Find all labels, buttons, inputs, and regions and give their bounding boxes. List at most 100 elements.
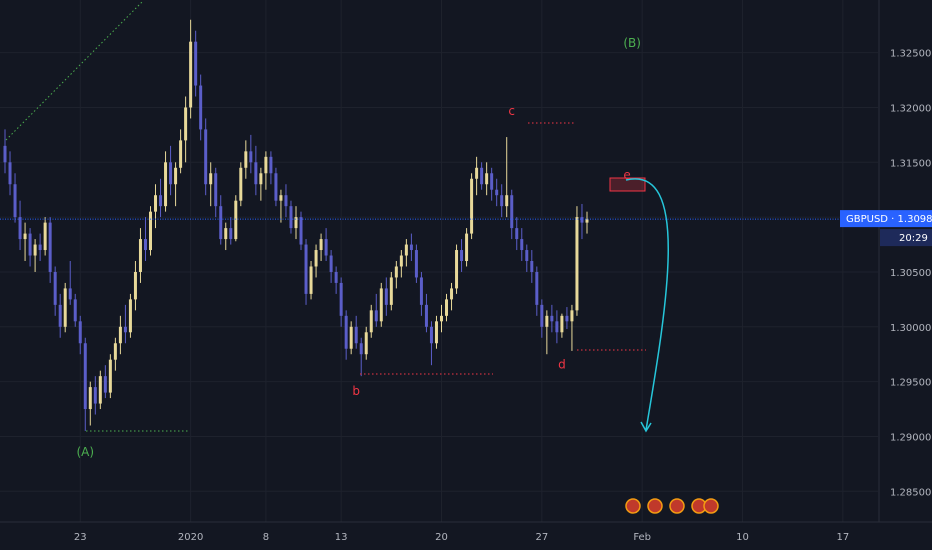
wave-label: (B) <box>623 36 641 50</box>
candle-body <box>138 239 142 272</box>
price-axis[interactable]: 1.325001.320001.315001.310001.305001.300… <box>890 49 931 499</box>
candle-body <box>409 244 413 251</box>
candle-body <box>525 250 529 261</box>
candle-body <box>143 239 147 251</box>
candle-body <box>319 239 323 251</box>
candle-body <box>98 376 102 404</box>
candle-body <box>219 206 223 240</box>
candle-body <box>68 288 72 300</box>
candle-body <box>234 200 238 240</box>
price-tick-label: 1.29500 <box>890 378 931 389</box>
candle-body <box>570 310 574 322</box>
candle-body <box>480 167 484 185</box>
candle-body <box>294 217 298 229</box>
last-price-tag-bg <box>840 210 932 228</box>
candle-body <box>169 162 173 185</box>
candle-body <box>204 129 208 185</box>
candle-body <box>450 288 454 300</box>
candle-body <box>103 376 107 393</box>
candle-body <box>133 271 137 300</box>
candle-body <box>465 233 469 261</box>
candlestick-series <box>3 19 589 431</box>
wave-label: (A) <box>76 445 94 459</box>
chart-grid <box>0 0 878 522</box>
event-flag-icon[interactable] <box>703 498 719 514</box>
candle-body <box>490 173 494 190</box>
candle-body <box>284 195 288 207</box>
candle-body <box>3 145 7 163</box>
candle-body <box>540 304 544 327</box>
event-flag-icon[interactable] <box>669 498 685 514</box>
candle-body <box>324 239 328 256</box>
candle-body <box>419 277 423 305</box>
time-tick-label: 10 <box>736 532 749 543</box>
price-tick-label: 1.30500 <box>890 268 931 279</box>
candle-body <box>264 156 268 174</box>
time-tick-label: 27 <box>535 532 548 543</box>
time-tick-label: 20 <box>435 532 448 543</box>
time-axis[interactable]: 23 2020 8 13 20 27 Feb 10 17 <box>74 532 849 543</box>
event-flag-icon[interactable] <box>625 498 641 514</box>
price-tick-label: 1.32000 <box>890 103 931 114</box>
last-price-label: GBPUSD · 1.30982 <box>846 214 932 225</box>
target-zone-rectangle[interactable] <box>609 177 646 192</box>
candle-body <box>269 156 273 174</box>
candle-body <box>404 244 408 256</box>
wave-label: c <box>508 104 515 118</box>
candle-body <box>359 343 363 355</box>
candle-body <box>455 250 459 289</box>
candle-body <box>259 173 263 185</box>
candle-body <box>424 304 428 327</box>
price-tick-label: 1.28500 <box>890 487 931 498</box>
candle-body <box>329 255 333 272</box>
candle-body <box>244 151 248 168</box>
economic-events[interactable] <box>625 498 719 514</box>
candle-body <box>73 299 77 322</box>
time-tick-label: 17 <box>836 532 849 543</box>
candle-body <box>565 315 569 322</box>
candle-body <box>434 321 438 344</box>
candle-body <box>369 310 373 333</box>
candle-body <box>199 85 203 130</box>
wave-label: e <box>623 168 630 182</box>
candle-body <box>299 217 303 245</box>
event-flag-icon[interactable] <box>647 498 663 514</box>
time-tick-label: 13 <box>335 532 348 543</box>
candle-body <box>460 250 464 261</box>
candle-body <box>414 250 418 278</box>
candle-body <box>510 195 514 229</box>
candle-body <box>379 288 383 322</box>
candle-body <box>530 261 534 272</box>
candle-body <box>515 228 519 240</box>
candle-body <box>214 173 218 207</box>
trendline-green[interactable] <box>5 1 143 141</box>
wave-label: d <box>558 357 566 371</box>
candle-body <box>535 271 539 305</box>
candle-body <box>83 343 87 410</box>
candle-body <box>229 228 233 240</box>
candle-body <box>13 184 17 218</box>
candle-body <box>78 321 82 344</box>
candle-body <box>314 250 318 267</box>
time-tick-label: 23 <box>74 532 87 543</box>
candle-body <box>374 310 378 322</box>
candle-body <box>33 244 37 256</box>
candle-body <box>560 315 564 333</box>
candle-body <box>63 288 67 327</box>
candle-body <box>470 178 474 234</box>
projection-arrow[interactable] <box>625 178 669 431</box>
candle-body <box>520 239 524 251</box>
candle-body <box>279 195 283 201</box>
time-tick-label: Feb <box>633 532 651 543</box>
candle-body <box>113 343 117 360</box>
candle-body <box>389 277 393 305</box>
projection-arrowhead <box>640 421 652 433</box>
candle-body <box>289 206 293 229</box>
candle-body <box>108 359 112 393</box>
candle-body <box>174 167 178 185</box>
candle-body <box>239 167 243 201</box>
price-tick-label: 1.31500 <box>890 158 931 169</box>
candle-body <box>154 195 158 212</box>
